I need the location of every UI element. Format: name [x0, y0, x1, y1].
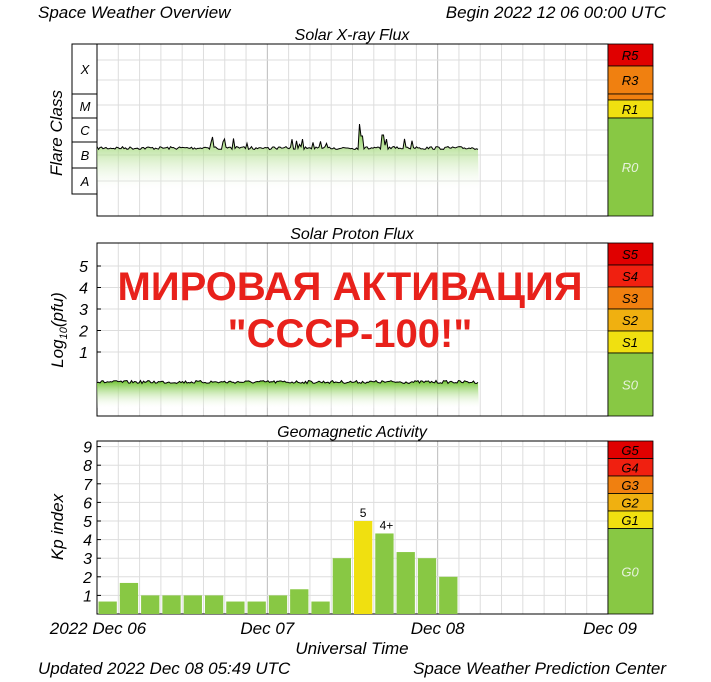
- kp-scale-label: G2: [621, 495, 639, 510]
- kp-scale-label: G5: [621, 443, 639, 458]
- kp-tick-label: 2: [82, 570, 92, 587]
- kp-bar: [311, 601, 330, 614]
- xray-scale-cell: [607, 117, 654, 217]
- kp-bar: [375, 533, 394, 614]
- proton-flux-area: [97, 380, 479, 408]
- proton-scale-label: S4: [622, 269, 638, 284]
- xray-ylabel: Flare Class: [47, 90, 66, 176]
- proton-scale-label: S3: [622, 291, 639, 306]
- xray-scale-cell: [607, 65, 654, 95]
- kp-bar: [247, 601, 266, 614]
- kp-bar: [98, 601, 117, 614]
- kp-tick-label: 5: [83, 514, 92, 531]
- proton-scale-label: S0: [622, 378, 639, 393]
- xray-grid: [97, 44, 608, 216]
- proton-scale-label: S1: [622, 335, 638, 350]
- proton-tick-label: 3: [79, 302, 88, 319]
- proton-tick-label: 5: [79, 259, 88, 276]
- kp-xlabel: Universal Time: [295, 639, 408, 658]
- kp-bar: [354, 521, 373, 614]
- kp-bar: [204, 595, 224, 614]
- kp-bar: [439, 576, 458, 614]
- xray-flux-area: [97, 124, 479, 190]
- proton-title: Solar Proton Flux: [290, 226, 415, 243]
- proton-tick-label: 1: [79, 345, 88, 362]
- kp-scale-g0: [607, 528, 654, 615]
- proton-flux-line: [96, 379, 479, 385]
- kp-xtick-label: Dec 08: [411, 619, 465, 638]
- xray-title: Solar X-ray Flux: [295, 27, 411, 44]
- kp-bar: [290, 589, 309, 614]
- kp-tick-label: 4: [83, 533, 92, 550]
- xray-scale-label: R0: [622, 160, 639, 175]
- kp-scale-label: G0: [621, 564, 639, 579]
- proton-scale-label: S2: [622, 313, 639, 328]
- kp-bar: [141, 595, 160, 614]
- kp-bar: [226, 601, 245, 614]
- xray-class-label: M: [80, 99, 91, 114]
- begin-time: Begin 2022 12 06 00:00 UTC: [446, 3, 667, 22]
- xray-class-label: A: [80, 174, 90, 189]
- kp-bar: [396, 552, 415, 614]
- kp-tick-label: 1: [83, 588, 92, 605]
- kp-bar: [183, 595, 202, 614]
- kp-bar: [268, 595, 288, 614]
- kp-xtick-label: 2022 Dec 06: [49, 619, 147, 638]
- updated-time: Updated 2022 Dec 08 05:49 UTC: [38, 659, 291, 678]
- source-label: Space Weather Prediction Center: [413, 659, 667, 678]
- page-title: Space Weather Overview: [38, 3, 232, 22]
- kp-tick-label: 6: [83, 495, 92, 512]
- proton-scale-bar: S5 S4 S3 S2 S1 S0: [607, 242, 654, 417]
- kp-bar-label: 5: [360, 506, 367, 520]
- xray-scale-cell: [607, 93, 654, 101]
- proton-ylabel: Log10(pfu): [48, 292, 70, 368]
- kp-bar: [162, 595, 181, 614]
- xray-scale-bar: R5 R3 R1 R0: [607, 43, 654, 217]
- kp-scale-bar: G5 G4 G3 G2 G1 G0: [607, 440, 654, 615]
- xray-scale-label: R1: [622, 102, 639, 117]
- kp-tick-label: 8: [83, 458, 92, 475]
- kp-title: Geomagnetic Activity: [277, 424, 428, 441]
- kp-bar-label: 4+: [380, 518, 394, 532]
- kp-ylabel: Kp index: [48, 493, 67, 560]
- xray-class-column: [71, 43, 98, 195]
- kp-scale-label: G1: [621, 513, 638, 528]
- kp-tick-label: 7: [83, 477, 93, 494]
- proton-scale-s0: [607, 352, 654, 417]
- kp-bar: [332, 558, 351, 614]
- xray-class-label: X: [80, 62, 91, 77]
- kp-tick-label: 3: [83, 551, 92, 568]
- kp-bar: [417, 558, 437, 614]
- kp-scale-label: G3: [621, 478, 639, 493]
- xray-class-label: B: [81, 148, 90, 163]
- xray-scale-label: R3: [622, 73, 639, 88]
- proton-tick-label: 4: [79, 281, 88, 298]
- kp-xtick-label: Dec 07: [240, 619, 294, 638]
- kp-tick-label: 9: [83, 440, 92, 457]
- xray-class-label: C: [80, 123, 90, 138]
- proton-scale-label: S5: [622, 247, 639, 262]
- kp-scale-label: G4: [621, 460, 638, 475]
- kp-xtick-label: Dec 09: [583, 619, 637, 638]
- xray-scale-label: R5: [622, 48, 639, 63]
- kp-bar: [119, 582, 139, 614]
- xray-flux-line: [96, 123, 479, 151]
- proton-tick-label: 2: [78, 324, 88, 341]
